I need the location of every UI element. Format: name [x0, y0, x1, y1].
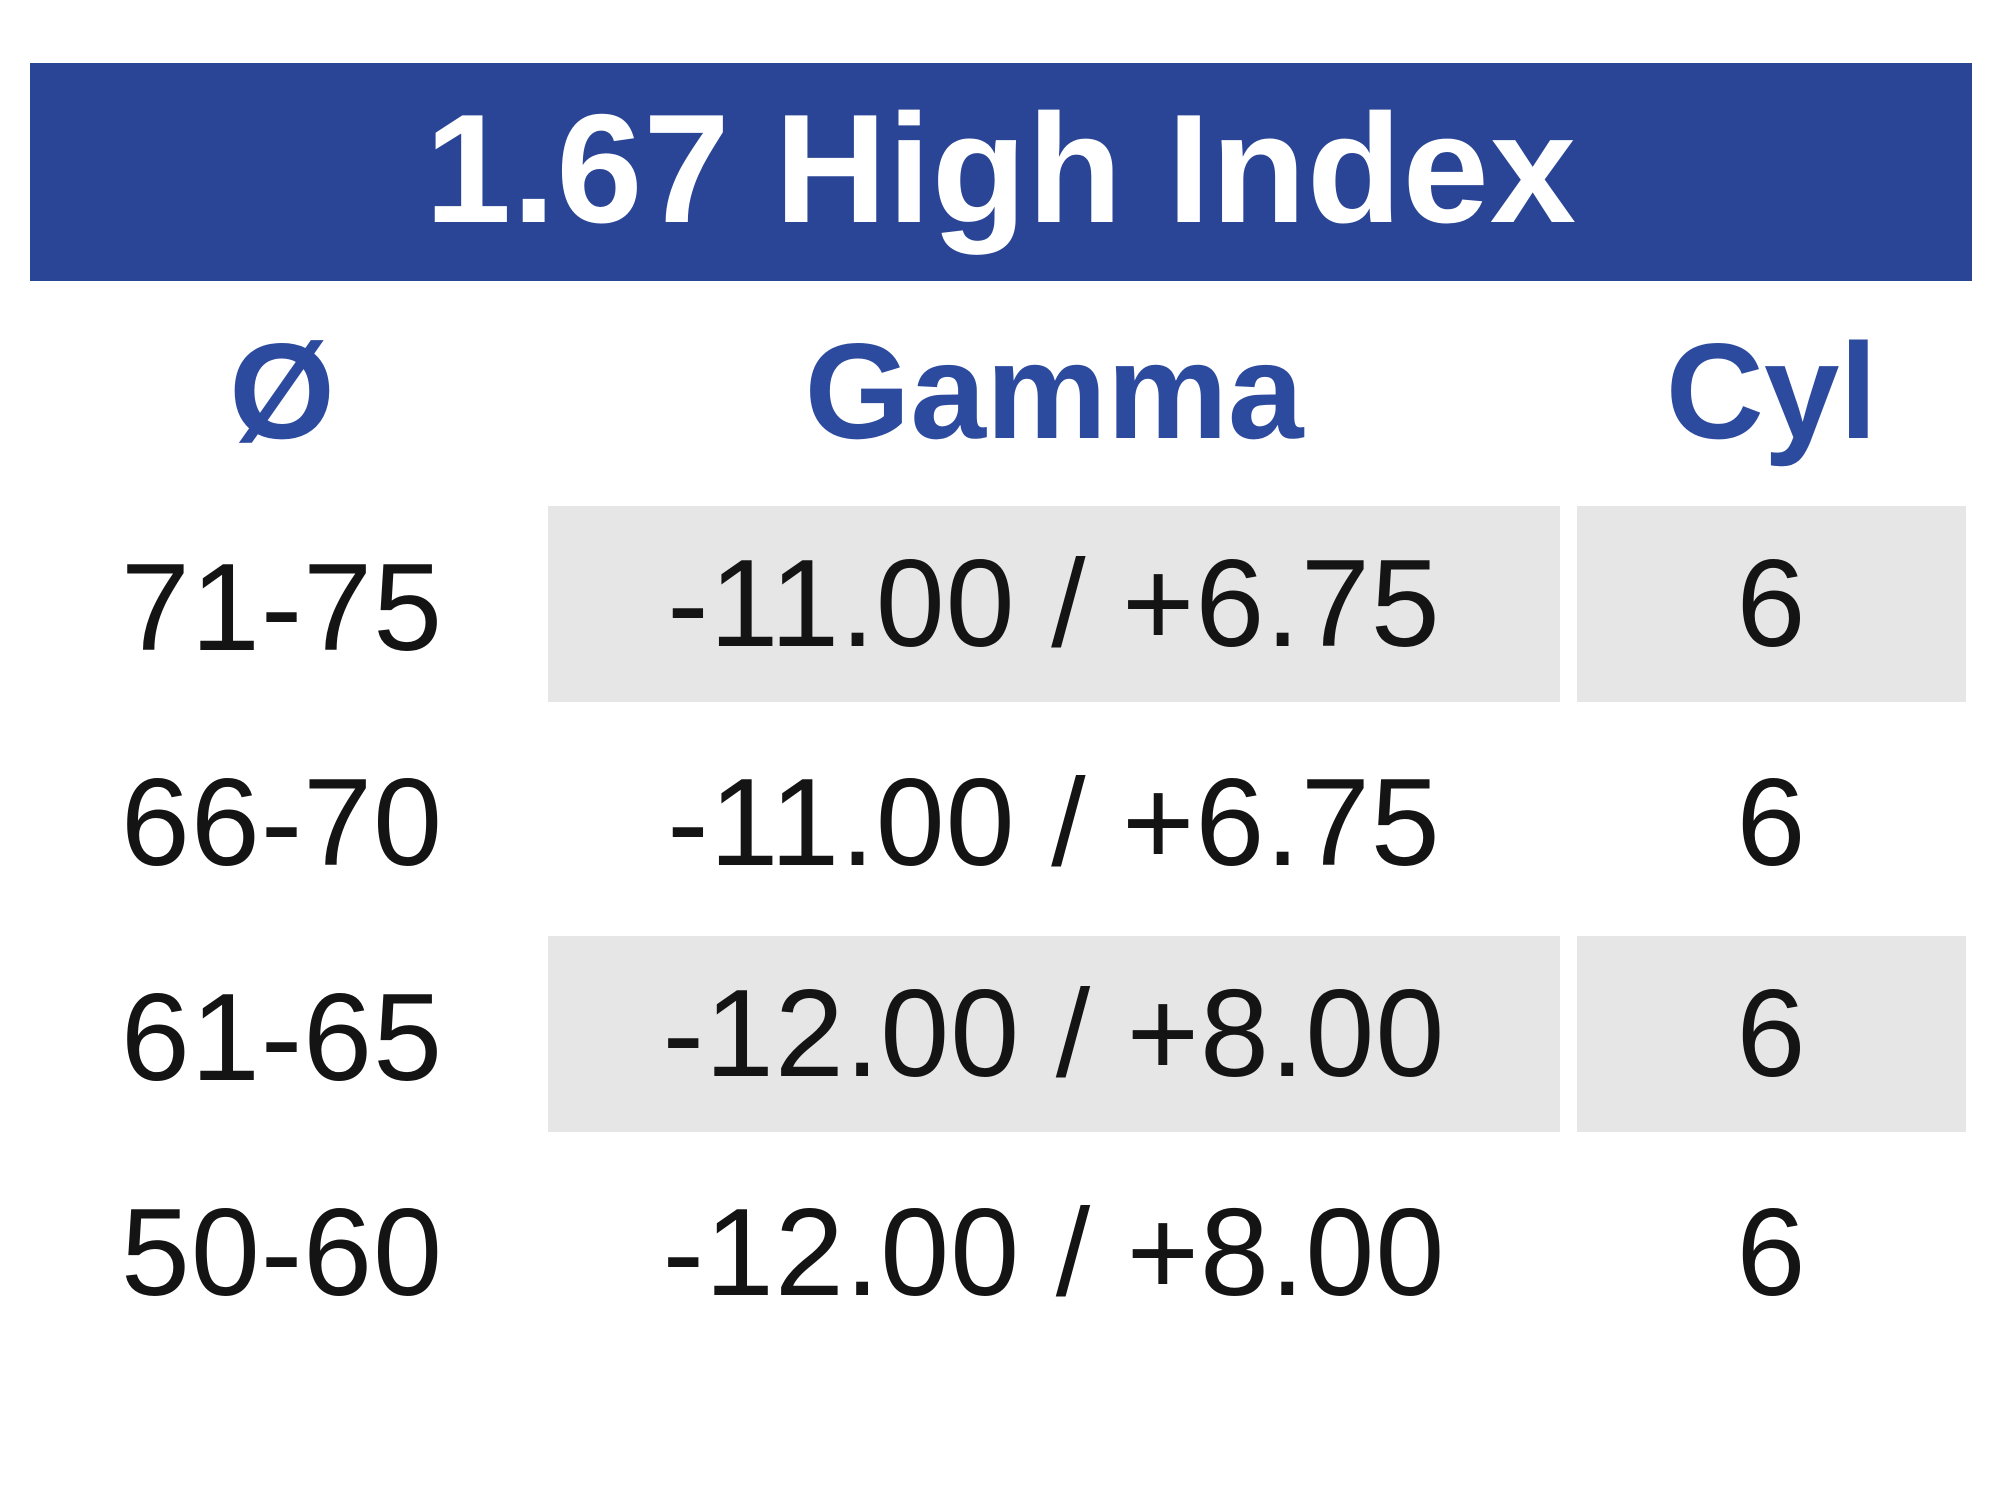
cyl-cell: 6 [1736, 1183, 1807, 1322]
cyl-cell: 6 [1736, 753, 1807, 892]
column-header-cyl-label: Cyl [1665, 314, 1878, 467]
diameter-symbol: Ø [229, 314, 335, 467]
title-bar: 1.67 High Index [30, 63, 1972, 281]
gamma-cell: -11.00 / +6.75 [667, 753, 1441, 892]
table-grid: Ø Gamma Cyl 71-75 -11.00 / +6.75 6 66-70… [30, 281, 1972, 1360]
column-header-cyl: Cyl [1577, 281, 1972, 500]
diameter-cell: 71-75 [120, 538, 444, 677]
column-header-gamma: Gamma [548, 281, 1577, 500]
table-title: 1.67 High Index [425, 81, 1577, 255]
column-header-diameter: Ø [30, 281, 548, 500]
gamma-cell: -12.00 / +8.00 [662, 1183, 1446, 1322]
diameter-cell: 61-65 [120, 968, 444, 1107]
cyl-cell: 6 [1577, 930, 1972, 1145]
gamma-cell: -12.00 / +8.00 [548, 930, 1577, 1145]
column-header-gamma-label: Gamma [804, 314, 1304, 467]
table: 1.67 High Index Ø Gamma Cyl 71-75 -11.00… [30, 63, 1972, 1360]
cyl-cell: 6 [1577, 500, 1972, 715]
gamma-cell: -11.00 / +6.75 [548, 500, 1577, 715]
diameter-cell: 66-70 [120, 753, 444, 892]
diameter-cell: 50-60 [120, 1183, 444, 1322]
